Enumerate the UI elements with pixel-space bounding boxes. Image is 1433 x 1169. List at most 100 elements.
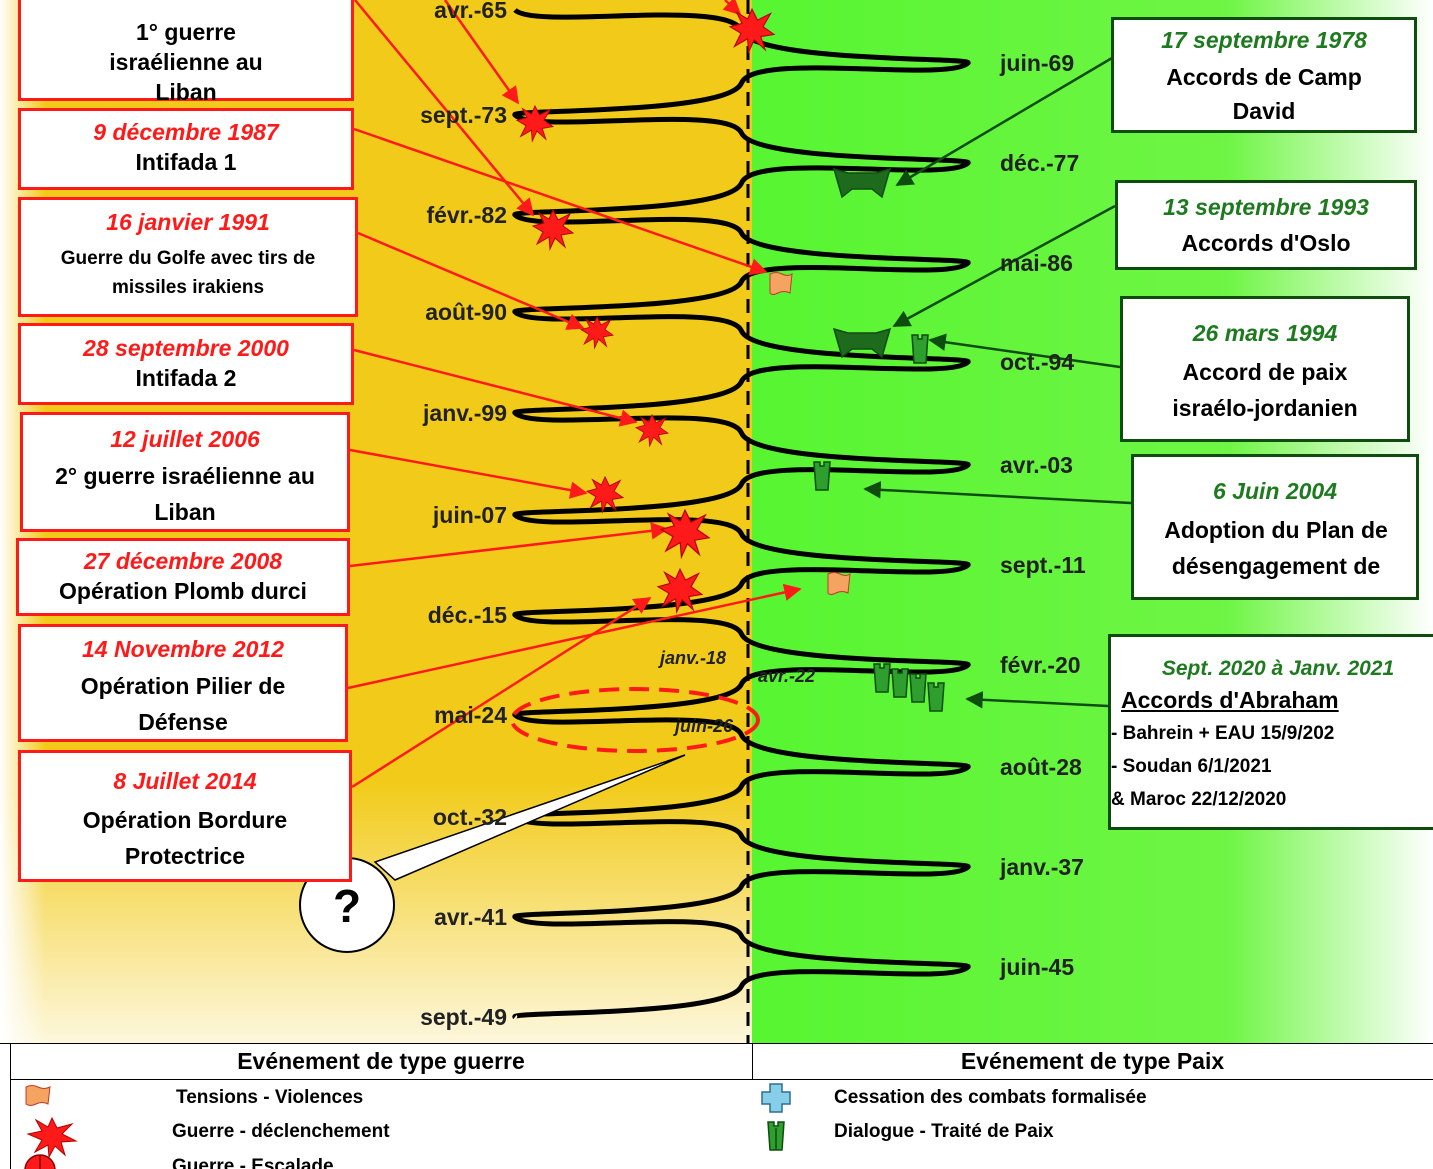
war-event-date: 27 décembre 2008: [83, 548, 283, 574]
peace-event-box: 26 mars 1994 Accord de paix israélo-jord…: [1120, 296, 1410, 442]
peace-event-text: Accord de paix israélo-jordanien: [1172, 358, 1358, 421]
explosion-icon: [26, 1116, 78, 1159]
explosion-icon: [634, 413, 670, 448]
war-event-box: 8 Juillet 2014 Opération Bordure Protect…: [18, 750, 352, 882]
spiral-date-label: avr.-65: [434, 0, 507, 23]
legend-item-peace-treaty: Dialogue - Traité de Paix: [834, 1121, 1054, 1142]
flag-icon: [827, 572, 851, 595]
flag-icon: [769, 272, 793, 295]
spiral-curve: [512, 7, 971, 1020]
war-event-text: 2° guerre israélienne au Liban: [55, 462, 315, 525]
callout-pointer: [373, 754, 686, 881]
inline-date-label: avr.-22: [758, 666, 815, 686]
tower-icon: [911, 334, 929, 364]
connector-arrow: [347, 583, 802, 690]
spiral-date-label: févr.-20: [1000, 652, 1081, 678]
future-period-ellipse: [510, 687, 760, 753]
spiral-date-label: oct.-32: [433, 804, 507, 830]
spiral-date-label: juin-07: [432, 502, 507, 528]
spiral-date-label: déc.-77: [1000, 150, 1079, 176]
peace-event-date: Sept. 2020 à Janv. 2021: [1161, 657, 1395, 680]
peace-event-text: Adoption du Plan de désengagement de: [1164, 516, 1388, 579]
peace-event-text: Accords de Camp David: [1166, 63, 1362, 125]
peace-event-date: 17 septembre 1978: [1161, 27, 1367, 53]
war-event-box: 1° guerre israélienne au Liban: [18, 0, 354, 105]
legend-peace-icons: [761, 1083, 791, 1151]
peace-event-box: Sept. 2020 à Janv. 2021 Accords d'Abraha…: [1108, 634, 1433, 830]
tower-icon: [909, 673, 927, 703]
spiral-date-label: mai-86: [1000, 250, 1073, 276]
connector-arrow: [928, 333, 1121, 369]
spiral-date-label: sept.-11: [1000, 552, 1086, 578]
legend-war-title: Evénement de type guerre: [10, 1044, 753, 1080]
connector-arrow: [351, 596, 652, 789]
tower-icon: [813, 461, 831, 491]
tower-icon: [927, 682, 945, 712]
spiral-date-label: juin-45: [999, 954, 1074, 980]
war-event-box: 28 septembre 2000 Intifada 2: [18, 323, 354, 405]
peace-event-text: Accords d'Oslo: [1181, 229, 1351, 256]
spiral-date-label: avr.-03: [1000, 452, 1073, 478]
explosion-icon: [579, 315, 615, 350]
connector-arrow: [353, 348, 638, 427]
treaty-icon: [832, 167, 892, 199]
question-mark: ?: [333, 880, 361, 932]
connector-arrow: [443, 0, 520, 105]
connector-arrow: [892, 204, 1116, 328]
target-icon: [24, 1154, 56, 1169]
explosion-icon: [728, 7, 776, 55]
explosion-icon: [656, 567, 704, 615]
explosion-icon: [659, 508, 711, 560]
war-event-date: 8 Juillet 2014: [113, 768, 257, 794]
legend-peace-title: Evénement de type Paix: [752, 1044, 1433, 1080]
spiral-date-label: oct.-94: [1000, 349, 1074, 375]
legend-item-ceasefire: Cessation des combats formalisée: [834, 1087, 1147, 1108]
war-event-date: 14 Novembre 2012: [81, 636, 284, 662]
explosion-icon: [585, 475, 625, 514]
connector-arrow: [965, 691, 1109, 709]
peace-event-detail: - Soudan 6/1/2021: [1111, 755, 1272, 777]
treaty-icon: [832, 327, 892, 359]
tower-icon: [767, 1121, 785, 1151]
war-event-date: 9 décembre 1987: [93, 119, 279, 145]
war-event-date: 28 septembre 2000: [83, 335, 289, 361]
legend-item-tensions: Tensions - Violences: [176, 1087, 364, 1108]
peace-event-date: 26 mars 1994: [1192, 320, 1338, 346]
war-event-text: Opération Bordure Protectrice: [82, 806, 288, 869]
spiral-date-label: févr.-82: [426, 202, 507, 228]
cross-icon: [761, 1083, 791, 1113]
tower-icon: [891, 668, 909, 698]
tower-icon: [873, 663, 891, 693]
connector-arrow: [353, 127, 768, 276]
peace-event-date: 6 Juin 2004: [1212, 478, 1338, 504]
inline-date-label: janv.-18: [658, 648, 726, 668]
war-event-box: 27 décembre 2008 Opération Plomb durci: [16, 538, 350, 616]
war-event-text: 1° guerre israélienne au Liban: [109, 19, 263, 105]
war-event-box: 12 juillet 2006 2° guerre israélienne au…: [20, 412, 350, 532]
connector-arrow: [863, 481, 1132, 505]
war-event-text: Opération Plomb durci: [59, 577, 307, 604]
connector-arrow: [349, 522, 669, 568]
peace-event-detail: & Maroc 22/12/2020: [1111, 788, 1287, 810]
spiral-date-label: juin-69: [999, 50, 1074, 76]
peace-event-detail: - Bahrein + EAU 15/9/202: [1111, 723, 1335, 745]
connector-arrow: [722, 0, 742, 16]
connector-arrow: [349, 448, 588, 499]
spiral-date-label: août-28: [1000, 754, 1082, 780]
war-event-text: Intifada 1: [135, 148, 237, 175]
war-event-box: 9 décembre 1987 Intifada 1: [18, 108, 354, 190]
spiral-date-label: sept.-49: [420, 1004, 507, 1030]
connector-arrow: [895, 56, 1113, 187]
inline-date-label: juin-26: [673, 716, 734, 736]
war-event-text: Opération Pilier de Défense: [80, 672, 286, 735]
war-event-date: 12 juillet 2006: [110, 426, 260, 452]
spiral-date-label: sept.-73: [420, 102, 507, 128]
explosion-icon: [531, 208, 575, 251]
war-event-box: 14 Novembre 2012 Opération Pilier de Déf…: [18, 624, 348, 742]
spiral-date-label: janv.-37: [999, 854, 1084, 880]
peace-event-box: 17 septembre 1978 Accords de Camp David: [1111, 17, 1417, 133]
legend-item-war-start: Guerre - déclenchement: [172, 1121, 390, 1142]
explosion-icon: [515, 104, 555, 143]
legend: Evénement de type guerre Evénement de ty…: [0, 1043, 1433, 1169]
